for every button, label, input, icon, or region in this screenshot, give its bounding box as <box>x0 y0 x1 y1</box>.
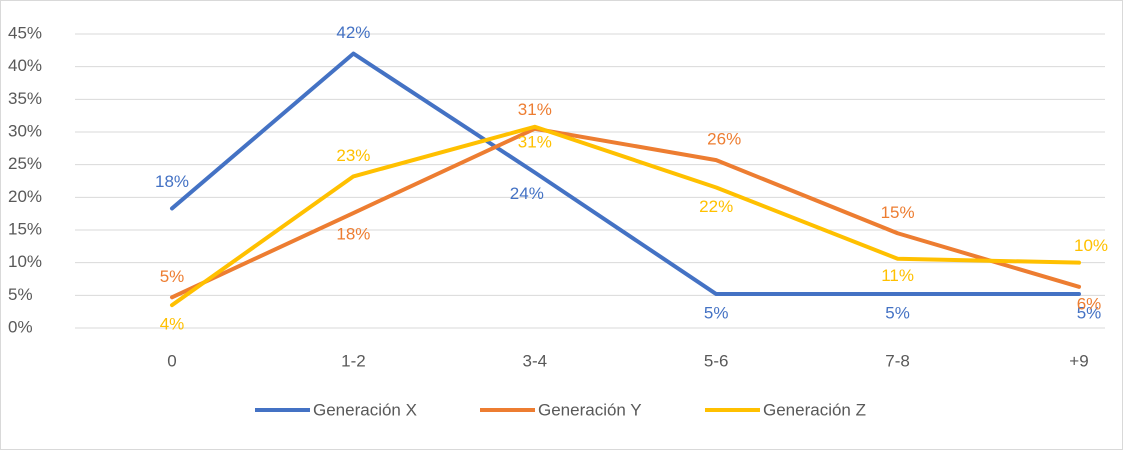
legend-label: Generación X <box>313 400 417 419</box>
y-tick-label: 15% <box>8 219 42 238</box>
data-label: 6% <box>1077 294 1102 313</box>
series-line <box>170 124 1081 308</box>
data-label: 18% <box>336 224 370 243</box>
data-label: 5% <box>885 304 910 323</box>
data-label: 22% <box>699 197 733 216</box>
y-tick-label: 45% <box>8 23 42 42</box>
x-tick-label: 1-2 <box>341 351 366 370</box>
series-line <box>170 126 1081 300</box>
data-label: 31% <box>518 132 552 151</box>
data-label: 11% <box>881 266 914 285</box>
data-label: 15% <box>881 203 915 222</box>
data-label: 5% <box>160 267 185 286</box>
data-label: 24% <box>510 184 544 203</box>
y-tick-label: 0% <box>8 317 33 336</box>
data-label: 42% <box>336 23 370 42</box>
y-tick-label: 20% <box>8 187 42 206</box>
x-tick-label: 0 <box>167 351 176 370</box>
y-tick-label: 30% <box>8 121 42 140</box>
data-label: 5% <box>1077 304 1102 323</box>
data-label: 31% <box>518 100 552 119</box>
x-tick-label: 5-6 <box>704 351 729 370</box>
data-label: 23% <box>336 146 370 165</box>
x-tick-label: +9 <box>1069 351 1088 370</box>
y-tick-label: 40% <box>8 56 42 75</box>
data-label: 5% <box>704 304 729 323</box>
data-label: 26% <box>707 130 741 149</box>
data-label: 18% <box>155 172 189 191</box>
legend-label: Generación Y <box>538 400 642 419</box>
x-tick-label: 7-8 <box>885 351 910 370</box>
series-line <box>170 51 1081 297</box>
data-label: 4% <box>160 315 185 334</box>
x-tick-label: 3-4 <box>523 351 548 370</box>
y-tick-label: 25% <box>8 154 42 173</box>
y-tick-label: 10% <box>8 252 42 271</box>
data-label: 10% <box>1074 236 1108 255</box>
y-tick-label: 5% <box>8 285 33 304</box>
y-tick-label: 35% <box>8 89 42 108</box>
legend-label: Generación Z <box>763 400 866 419</box>
